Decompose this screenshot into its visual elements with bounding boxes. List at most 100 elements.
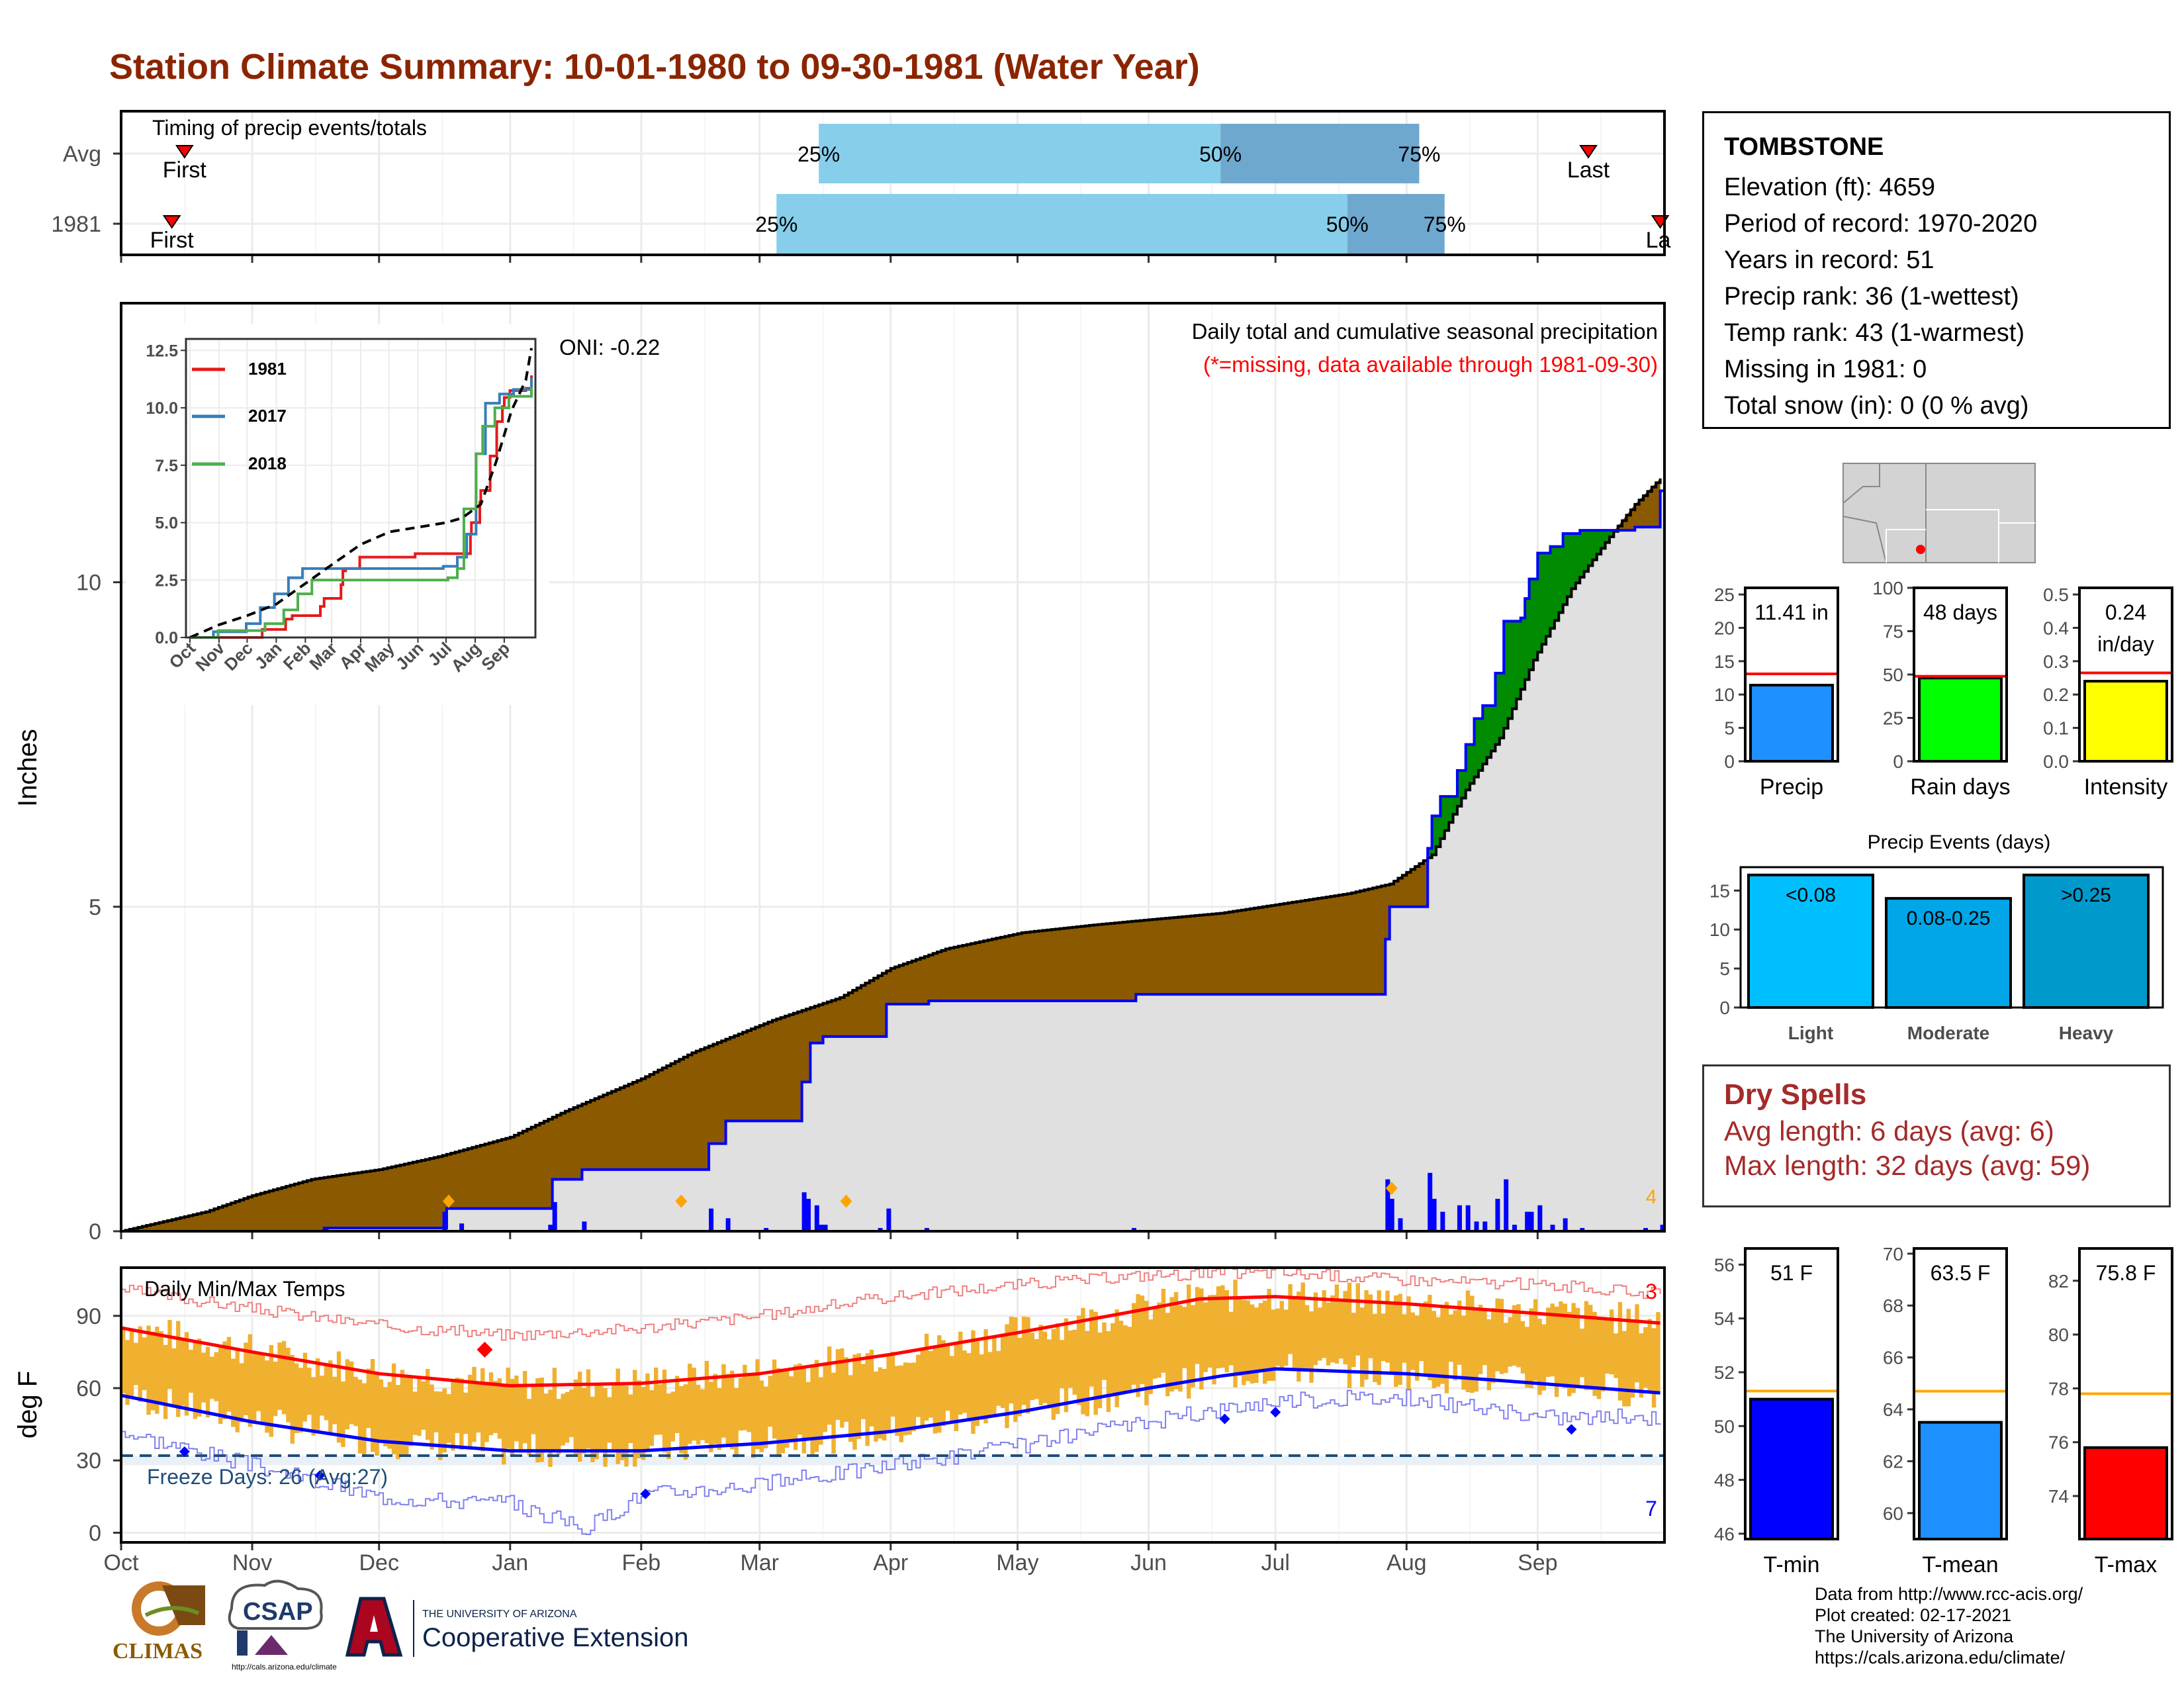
timing-marker-last <box>1579 145 1598 159</box>
daily-record-marker <box>840 1194 852 1208</box>
summary-panel-border <box>1744 1247 1839 1540</box>
summary-bar <box>1918 1421 2003 1540</box>
csap-url: http://cals.arizona.edu/climate <box>232 1662 337 1671</box>
summary-panel-border <box>2078 586 2173 763</box>
y-tick-label: 60 <box>76 1376 101 1401</box>
daily-precip-bar <box>1131 1228 1136 1231</box>
timing-bar-50-75 <box>1347 194 1445 254</box>
timing-label-25: 25% <box>755 212 797 236</box>
record-high-line <box>121 1267 1661 1341</box>
daily-precip-bar <box>806 1198 811 1231</box>
record-low-line <box>121 1389 1661 1536</box>
location-map <box>1843 463 2036 563</box>
summary-value-label: 75.8 F <box>2096 1261 2156 1285</box>
daily-precip-bar <box>924 1228 929 1231</box>
summary-value-label: 63.5 F <box>1931 1261 1991 1285</box>
inset-y-tick-label: 7.5 <box>155 457 178 475</box>
inset-y-tick-label: 5.0 <box>155 514 178 533</box>
precip-event-bar-label: 0.08-0.25 <box>1907 908 1991 929</box>
record-low-marker <box>640 1488 651 1499</box>
credit-data-source: Data from http://www.rcc-acis.org/ <box>1815 1584 2083 1604</box>
precip-rank-line: Precip rank: 36 (1-wettest) <box>1724 283 2019 310</box>
university-of-arizona-logo: THE UNIVERSITY OF ARIZONA Cooperative Ex… <box>345 1597 688 1657</box>
ua-large-text: Cooperative Extension <box>422 1623 688 1652</box>
daily-temp-bars <box>121 1280 1661 1468</box>
dry-spells-heading: Dry Spells <box>1724 1078 1867 1111</box>
map-state-lines <box>1843 463 1927 563</box>
summary-panel-border <box>2078 1247 2173 1540</box>
climas-logo: CLIMAS <box>113 1581 205 1664</box>
precip-panel-border <box>120 302 1666 1233</box>
daily-precip-bar <box>725 1218 731 1231</box>
summary-panel-t-mean: 60 62 64 66 68 70 63.5 F T-mean <box>1883 1244 2008 1577</box>
summary-value-label-2: in/day <box>2097 632 2154 656</box>
x-tick-label: Jun <box>1130 1550 1167 1575</box>
precip-y-axis-label: Inches <box>13 729 42 807</box>
record-low-marker <box>179 1446 190 1457</box>
precip-event-bar <box>1747 873 1874 1009</box>
dry-spells-avg: Avg length: 6 days (avg: 6) <box>1724 1115 2054 1147</box>
oni-label: ONI: -0.22 <box>559 335 660 359</box>
record-low-marker <box>1219 1413 1230 1425</box>
daily-precip-bar <box>1428 1172 1433 1231</box>
x-tick-label: Sep <box>1518 1550 1558 1575</box>
x-tick-label: May <box>996 1550 1038 1575</box>
summary-y-tick-label: 80 <box>2048 1325 2069 1345</box>
dry-spells-max: Max length: 32 days (avg: 59) <box>1724 1150 2091 1181</box>
x-tick-label: Apr <box>873 1550 908 1575</box>
avg-tmin-line <box>120 1367 1661 1453</box>
observed-cumulative-line <box>121 489 1664 1233</box>
map-background <box>1843 463 2036 563</box>
timing-label-50: 50% <box>1199 142 1242 166</box>
summary-y-tick-label: 75 <box>1883 622 1903 642</box>
y-tick-label: 30 <box>76 1448 101 1474</box>
daily-precip-bar <box>814 1205 819 1231</box>
inset-legend-label: 2017 <box>248 406 287 426</box>
summary-panel-rain-days: 0 25 50 75 100 48 days Rain days <box>1872 578 2010 800</box>
x-tick-label: Jan <box>492 1550 528 1575</box>
daily-precip-bar <box>1398 1218 1403 1231</box>
summary-y-tick-label: 46 <box>1714 1524 1735 1544</box>
csap-logo: CSAP http://cals.arizona.edu/climate <box>228 1579 337 1671</box>
daily-precip-bar <box>1580 1228 1585 1231</box>
precip-subtitle: (*=missing, data available through 1981-… <box>1203 352 1658 377</box>
timing-row-label: Avg <box>63 142 101 167</box>
summary-y-tick-label: 0.1 <box>2043 718 2069 739</box>
daily-precip-bar <box>1504 1179 1509 1231</box>
summary-y-tick-label: 5 <box>1724 718 1735 739</box>
summary-y-tick-label: 0 <box>1724 751 1735 772</box>
summary-panel-border <box>1913 1247 2008 1540</box>
credit-url: https://cals.arizona.edu/climate/ <box>1815 1648 2066 1667</box>
daily-record-marker <box>1385 1181 1398 1195</box>
daily-precip-bar <box>1482 1221 1488 1231</box>
inset-series-line-2017 <box>190 377 533 639</box>
summary-y-tick-label: 70 <box>1883 1244 1903 1264</box>
summary-panel-intensity: 0.0 0.1 0.2 0.3 0.4 0.5 0.24 in/day Intensity <box>2043 585 2173 800</box>
daily-precip-bar <box>1525 1211 1530 1231</box>
y-tick-label: 0 <box>89 1219 101 1244</box>
summary-y-tick-label: 64 <box>1883 1399 1903 1420</box>
station-name: TOMBSTONE <box>1724 133 1884 161</box>
summary-y-tick-label: 54 <box>1714 1309 1735 1329</box>
summary-y-tick-label: 50 <box>1883 665 1903 685</box>
daily-precip-bar <box>548 1225 553 1231</box>
inset-legend-label: 2018 <box>248 453 287 473</box>
summary-panel-t-max: 74 76 78 80 82 75.8 F T-max <box>2048 1247 2173 1577</box>
summary-bar <box>2083 1446 2168 1541</box>
x-tick-label: Feb <box>622 1550 661 1575</box>
missing-line: Missing in 1981: 0 <box>1724 355 1927 383</box>
daily-precip-bar <box>1529 1211 1534 1231</box>
summary-y-tick-label: 0.3 <box>2043 651 2069 672</box>
observed-cumulative-area <box>121 491 1664 1231</box>
timing-row-label: 1981 <box>51 212 101 237</box>
daily-precip-bar <box>442 1211 447 1231</box>
x-tick-label: Nov <box>232 1550 272 1575</box>
precip-title: Daily total and cumulative seasonal prec… <box>1192 319 1658 344</box>
y-tick-label: 15 <box>1709 880 1730 901</box>
y-tick-label: 0 <box>89 1521 101 1546</box>
record-low-count: 7 <box>1645 1497 1657 1521</box>
summary-y-tick-label: 0.0 <box>2043 751 2069 772</box>
summary-value-label: 51 F <box>1770 1261 1813 1285</box>
x-tick-label: Jul <box>1261 1550 1289 1575</box>
summary-y-tick-label: 68 <box>1883 1295 1903 1316</box>
